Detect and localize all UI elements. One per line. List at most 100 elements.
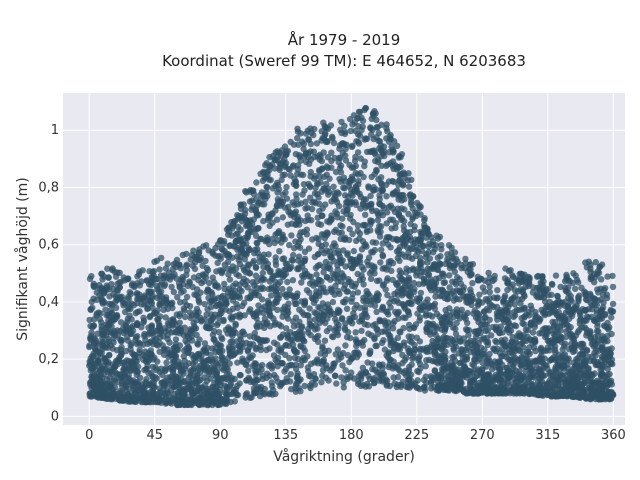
chart-title-line1: År 1979 - 2019 bbox=[288, 30, 401, 49]
data-point bbox=[361, 303, 369, 311]
data-point bbox=[383, 377, 391, 384]
data-point bbox=[490, 294, 498, 301]
data-point bbox=[582, 361, 589, 369]
data-point bbox=[603, 294, 611, 302]
data-point bbox=[275, 267, 282, 275]
data-point bbox=[501, 340, 508, 348]
data-point bbox=[607, 306, 614, 314]
data-point bbox=[375, 129, 382, 137]
data-point bbox=[527, 302, 534, 309]
data-point bbox=[598, 336, 605, 344]
data-point bbox=[244, 346, 252, 354]
data-point bbox=[403, 265, 410, 272]
data-point bbox=[348, 164, 356, 171]
data-point bbox=[571, 339, 578, 347]
data-point bbox=[417, 289, 425, 297]
data-point bbox=[343, 288, 350, 295]
data-point bbox=[606, 323, 613, 331]
data-point bbox=[515, 296, 522, 303]
data-point bbox=[396, 267, 403, 274]
data-point bbox=[98, 323, 105, 330]
data-point bbox=[330, 183, 337, 190]
data-point bbox=[361, 158, 368, 165]
data-point bbox=[191, 323, 198, 330]
data-point bbox=[164, 260, 171, 267]
data-point bbox=[305, 216, 312, 223]
data-point bbox=[373, 326, 380, 333]
data-point bbox=[103, 359, 110, 366]
data-point bbox=[156, 266, 163, 273]
data-point bbox=[301, 382, 308, 390]
data-point bbox=[423, 325, 430, 333]
data-point bbox=[124, 276, 131, 283]
data-point bbox=[259, 269, 267, 277]
data-point bbox=[182, 362, 190, 369]
data-point bbox=[86, 393, 94, 400]
data-point bbox=[396, 257, 403, 264]
data-point bbox=[592, 259, 599, 266]
data-point bbox=[241, 312, 248, 319]
data-point bbox=[225, 345, 233, 352]
data-point bbox=[501, 275, 509, 282]
data-point bbox=[483, 305, 491, 313]
data-point bbox=[400, 223, 407, 230]
data-point bbox=[545, 303, 552, 311]
data-point bbox=[129, 280, 136, 287]
data-point bbox=[602, 285, 609, 292]
data-point bbox=[171, 395, 178, 402]
data-point bbox=[522, 326, 530, 333]
data-point bbox=[499, 390, 506, 397]
data-point bbox=[375, 291, 382, 299]
data-point bbox=[170, 288, 177, 296]
data-point bbox=[176, 284, 183, 291]
data-point bbox=[224, 265, 232, 272]
data-point bbox=[598, 389, 605, 396]
data-point bbox=[227, 338, 234, 346]
data-point bbox=[106, 351, 113, 359]
data-point bbox=[138, 301, 145, 308]
data-point bbox=[286, 241, 293, 249]
data-point bbox=[539, 359, 546, 367]
data-point bbox=[116, 371, 123, 378]
data-point bbox=[385, 349, 392, 356]
data-point bbox=[572, 272, 579, 279]
data-point bbox=[419, 230, 426, 237]
data-point bbox=[349, 230, 356, 238]
data-point bbox=[507, 360, 514, 368]
data-point bbox=[307, 156, 315, 163]
data-point bbox=[268, 285, 275, 292]
data-point bbox=[271, 371, 278, 379]
data-point bbox=[250, 378, 257, 386]
data-point bbox=[373, 207, 380, 215]
data-point bbox=[339, 298, 347, 306]
data-point bbox=[193, 255, 200, 262]
data-point bbox=[199, 262, 206, 269]
data-point bbox=[609, 300, 617, 308]
data-point bbox=[510, 375, 518, 382]
data-point bbox=[177, 289, 185, 296]
data-point bbox=[515, 357, 522, 364]
data-point bbox=[346, 358, 353, 366]
data-point bbox=[226, 242, 233, 250]
data-point bbox=[517, 340, 525, 348]
data-point bbox=[205, 279, 213, 287]
data-point bbox=[390, 149, 397, 156]
data-point bbox=[345, 276, 352, 283]
data-point bbox=[417, 254, 424, 262]
data-point bbox=[338, 140, 345, 147]
data-point bbox=[399, 251, 406, 258]
data-point bbox=[343, 141, 350, 148]
data-point bbox=[544, 337, 551, 344]
data-point bbox=[467, 261, 474, 268]
data-point bbox=[335, 247, 342, 255]
data-point bbox=[420, 303, 428, 310]
data-point bbox=[421, 217, 428, 224]
data-point bbox=[510, 313, 517, 320]
data-point bbox=[592, 316, 599, 323]
data-point bbox=[299, 171, 307, 179]
data-point bbox=[349, 121, 356, 128]
data-point bbox=[582, 291, 589, 298]
data-point bbox=[249, 352, 256, 359]
data-point bbox=[423, 348, 431, 356]
data-point bbox=[174, 294, 181, 301]
